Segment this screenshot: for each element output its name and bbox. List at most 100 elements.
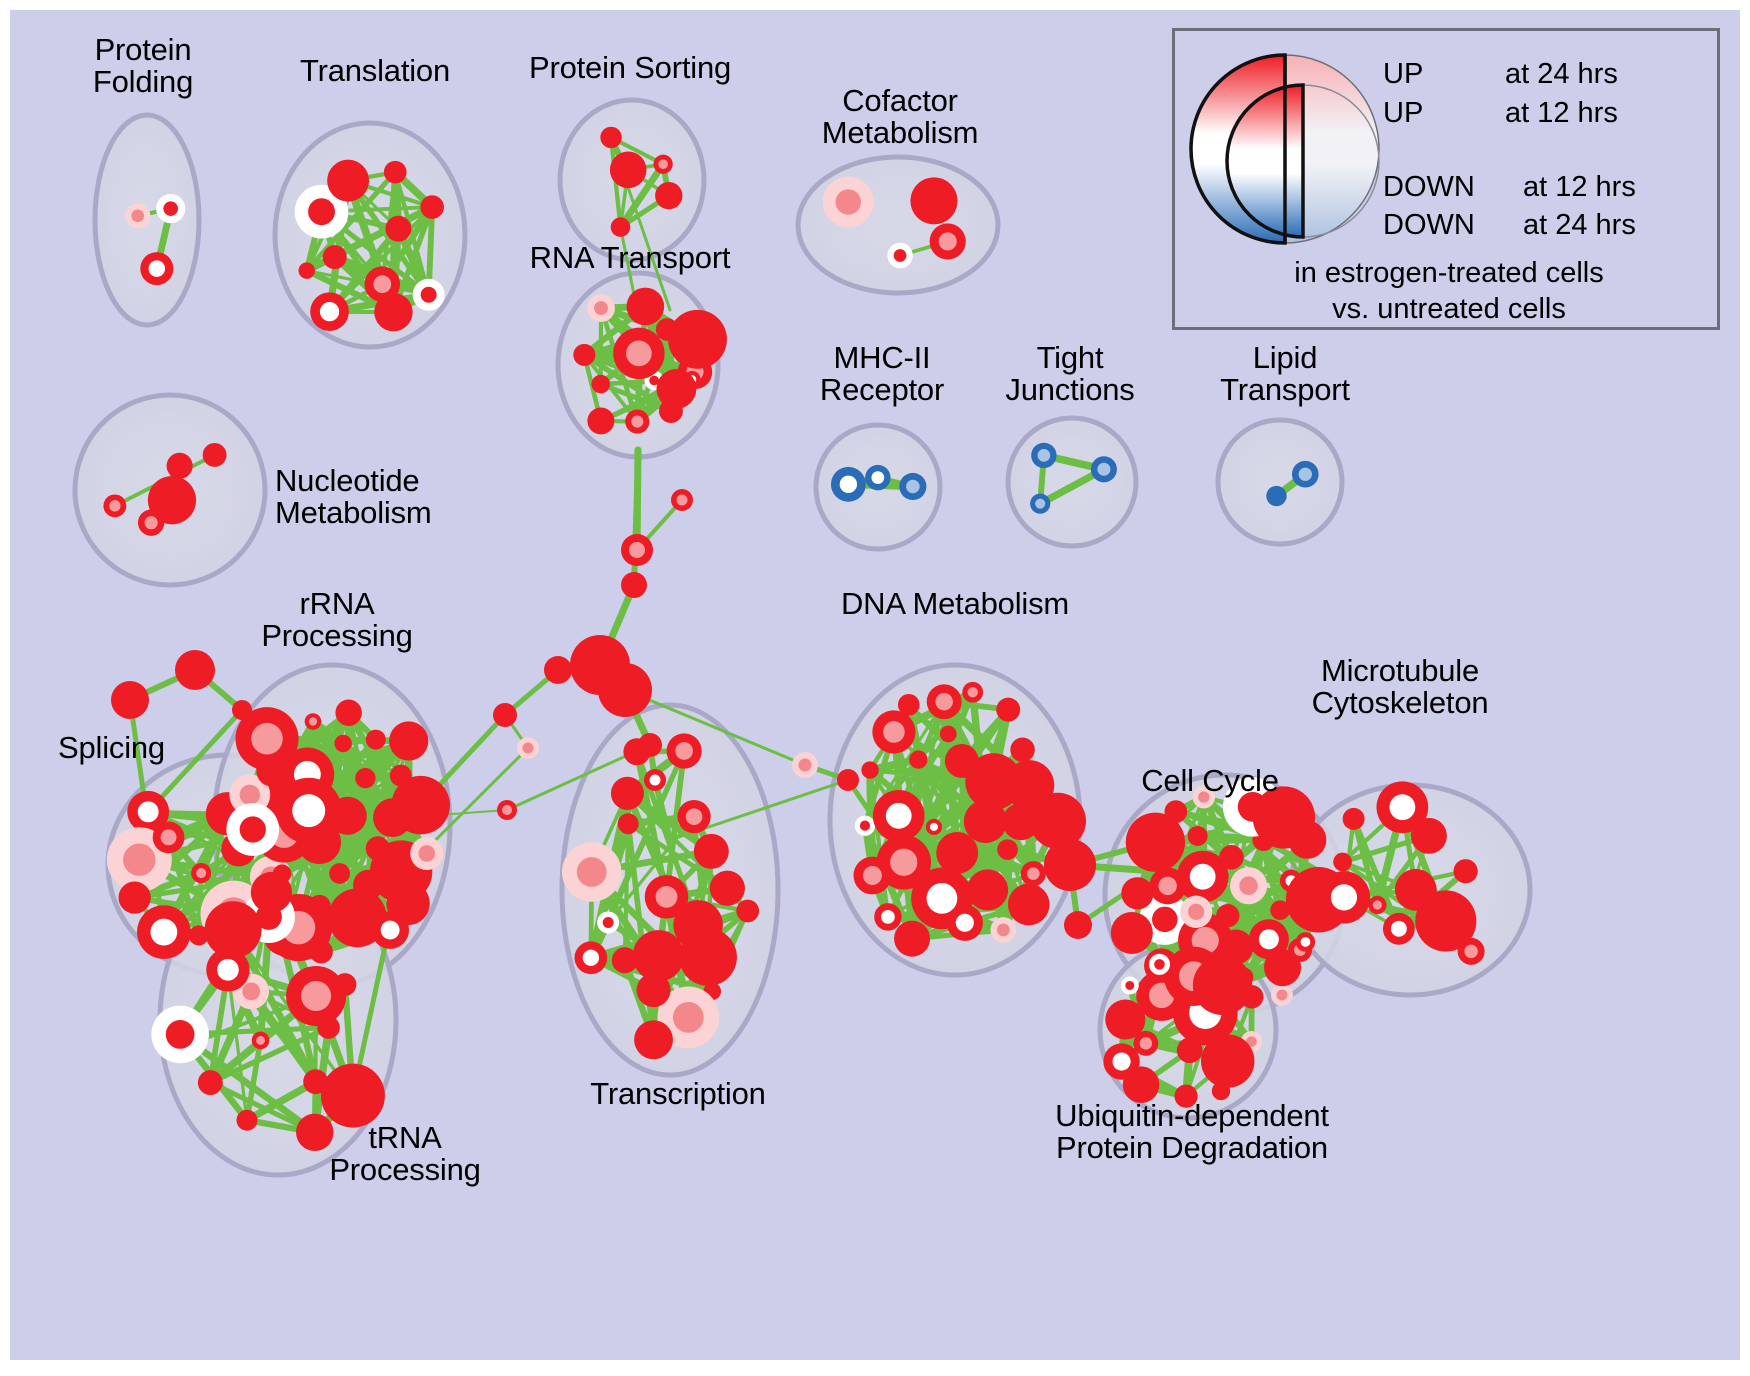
node-rrna-processing-27 [329,863,351,884]
network-edge [327,205,435,314]
network-node-inner [1390,920,1407,937]
node-cell-cycle-26 [1164,800,1188,823]
cluster-label-microtubule-cytoskeleton: Microtubule Cytoskeleton [1311,653,1489,721]
node-rrna-processing-24 [309,940,333,964]
cluster-region-lipid-transport [1215,417,1345,547]
node-transcription-7 [709,870,745,906]
network-edge [867,767,891,920]
network-node-inner [150,918,178,946]
legend-time-3: at 24 hrs [1523,209,1636,241]
network-node-inner [1152,906,1178,933]
node-microtubule-cytoskeleton-6 [1342,807,1365,830]
cluster-label-ubiquitin-degradation: Ubiquitin-dependent Protein Degradation [1055,1098,1329,1166]
network-node-inner [1112,1052,1131,1071]
node-rrna-processing-8 [335,699,362,726]
bridge-node-15 [175,650,215,690]
network-node-inner [217,958,239,981]
network-node-inner [1037,449,1051,462]
legend-state-3: DOWN [1383,209,1475,241]
node-layer [103,126,1485,1152]
node-dna-metabolism-0 [967,869,1009,911]
network-node-inner [308,198,335,226]
node-translation-4 [385,215,412,242]
node-cell-cycle-8 [1270,900,1290,920]
network-node-inner [871,471,885,484]
node-dna-metabolism-21 [1007,883,1050,926]
node-rrna-processing-1 [355,767,376,789]
node-rrna-processing-20 [389,721,429,761]
network-node-inner [251,722,283,755]
bridge-node-12 [837,769,859,791]
cluster-label-splicing: Splicing [58,730,165,765]
node-cofactor-metabolism-2 [910,177,958,225]
network-node-inner [1189,863,1216,890]
node-nucleotide-metabolism-1 [147,476,197,525]
network-edge [345,177,432,298]
network-node-inner [1389,794,1416,821]
network-graph [72,97,1533,1178]
node-dna-metabolism-29 [996,697,1021,722]
node-trna-processing-3 [236,1109,258,1131]
bridge-node-1 [621,572,647,598]
node-rrna-processing-26 [389,764,412,787]
network-node-inner [380,920,400,940]
network-node-inner [649,375,659,386]
node-microtubule-cytoskeleton-5 [1410,817,1447,854]
network-node-inner [602,916,614,928]
node-rrna-processing-22 [334,734,352,753]
node-protein-sorting-0 [609,151,647,189]
bridge-node-6 [493,703,517,727]
node-cell-cycle-24 [1218,929,1254,965]
node-rrna-processing-9 [373,798,412,838]
network-node-inner [1188,903,1205,920]
legend-caption-line1: in estrogen-treated cells [1294,257,1604,289]
node-splicing-11 [118,881,151,914]
network-node-inner [163,201,178,216]
node-dna-metabolism-28 [897,693,920,716]
node-protein-sorting-4 [655,181,683,210]
node-transcription-9 [736,899,760,923]
network-node-inner [839,475,858,494]
network-node-inner [626,340,652,367]
network-node-inner [196,868,207,879]
legend-time-0: at 24 hrs [1505,58,1618,90]
network-node-inner [420,286,437,303]
node-nucleotide-metabolism-3 [166,452,193,479]
network-node-inner [131,209,145,223]
network-node-inner [675,742,693,760]
network-node-inner [672,1001,704,1033]
node-rrna-processing-29 [256,755,288,787]
legend-time-2: at 12 hrs [1523,171,1636,203]
node-cell-cycle-21 [1219,844,1244,870]
network-edge [631,457,641,588]
network-node-inner [1276,989,1288,1001]
cluster-label-transcription: Transcription [590,1076,766,1111]
cluster-label-mhc-ii-receptor: MHC-II Receptor [819,340,945,408]
node-translation-2 [383,160,407,184]
node-rna-transport-9 [587,407,615,435]
node-dna-metabolism-26 [939,725,957,743]
network-node-inner [594,301,608,316]
node-trna-processing-1 [320,1063,385,1128]
node-translation-7 [374,292,413,332]
node-nucleotide-metabolism-0 [202,443,227,467]
network-node-inner [301,980,332,1011]
network-node-inner [1158,876,1177,896]
network-node-inner [308,717,318,726]
network-node-inner [881,910,895,924]
cluster-label-lipid-transport: Lipid Transport [1220,340,1350,408]
node-ubiquitin-degradation-11 [1200,1034,1255,1088]
network-node-inner [1300,937,1311,947]
node-rrna-processing-14 [365,729,386,750]
network-node-inner [955,913,974,932]
network-node-inner [1258,929,1279,950]
network-node-inner [1154,959,1165,970]
network-node-inner [373,275,392,294]
network-node-inner [1372,900,1382,910]
network-node-inner [1139,1037,1153,1050]
node-transcription-6 [632,930,685,982]
node-cell-cycle-7 [1121,877,1154,910]
network-node-inner [502,805,512,815]
node-dna-metabolism-13 [909,750,928,769]
bridge-node-5 [544,656,572,684]
